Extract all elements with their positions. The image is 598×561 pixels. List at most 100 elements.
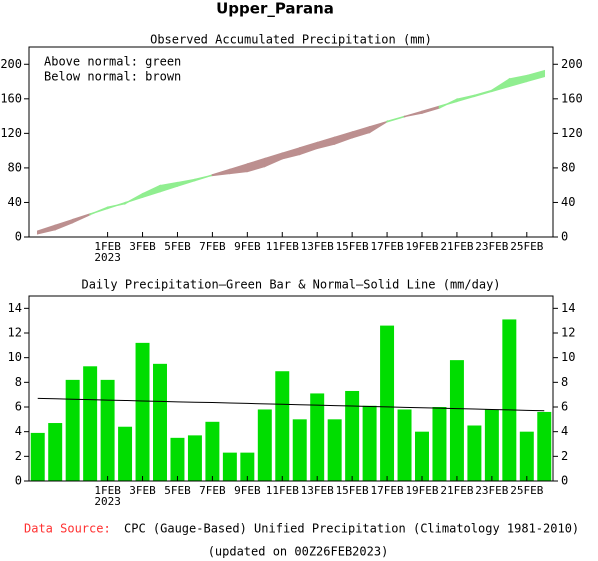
y-tick-label: 10: [561, 350, 575, 364]
x-tick-label: 1FEB: [94, 484, 121, 497]
anomaly-area: [229, 163, 249, 175]
anomaly-area: [456, 94, 476, 103]
x-tick-label: 15FEB: [336, 240, 369, 253]
bar: [397, 409, 412, 481]
annotation: Below normal: brown: [44, 70, 181, 84]
bar: [537, 411, 552, 481]
chart-title: Observed Accumulated Precipitation (mm): [150, 33, 432, 47]
annotation: Above normal: green: [44, 55, 181, 69]
y-tick-label: 6: [15, 400, 22, 414]
anomaly-area: [351, 125, 371, 139]
bar: [100, 379, 115, 481]
y-tick-label: 12: [8, 326, 22, 340]
anomaly-area: [36, 224, 56, 235]
bar: [327, 419, 342, 481]
anomaly-area: [159, 181, 179, 193]
x-tick-label: 9FEB: [234, 240, 261, 253]
bar: [65, 379, 80, 481]
x-tick-label: 13FEB: [301, 240, 334, 253]
y-tick-label: 0: [15, 230, 22, 244]
bar: [484, 409, 499, 481]
y-tick-label: 10: [8, 350, 22, 364]
y-tick-label: 160: [561, 91, 583, 105]
x-tick-label: 19FEB: [405, 484, 438, 497]
y-tick-label: 12: [561, 326, 575, 340]
bar: [48, 423, 63, 481]
x-tick-label: 13FEB: [301, 484, 334, 497]
y-tick-label: 80: [561, 160, 575, 174]
x-tick-label: 23FEB: [475, 484, 508, 497]
x-tick-label: 11FEB: [266, 240, 299, 253]
anomaly-area: [176, 178, 196, 188]
anomaly-area: [421, 105, 441, 114]
x-tick-label: 17FEB: [371, 240, 404, 253]
y-tick-label: 120: [0, 126, 22, 140]
x-tick-label: 5FEB: [164, 484, 191, 497]
plot-frame: [28, 295, 554, 482]
y-tick-label: 0: [561, 230, 568, 244]
y-tick-label: 200: [561, 57, 583, 71]
bar: [467, 425, 482, 481]
x-tick-label: 5FEB: [164, 240, 191, 253]
source-label: Data Source:: [24, 522, 111, 536]
x-tick-label: 23FEB: [475, 240, 508, 253]
updated: (updated on 00Z26FEB2023): [208, 545, 389, 559]
x-tick-label: 9FEB: [234, 484, 261, 497]
y-tick-label: 120: [561, 126, 583, 140]
y-tick-label: 6: [561, 400, 568, 414]
anomaly-area: [403, 110, 423, 118]
y-tick-label: 200: [0, 57, 22, 71]
y-tick-label: 14: [561, 301, 575, 315]
bar: [519, 431, 534, 481]
y-tick-label: 2: [561, 449, 568, 463]
anomaly-area: [316, 136, 336, 150]
y-tick-label: 4: [561, 424, 568, 438]
anomaly-area: [368, 120, 388, 134]
x-tick-label: 21FEB: [440, 484, 473, 497]
source: CPC (Gauge-Based) Unified Precipitation …: [124, 522, 579, 536]
anomaly-area: [298, 141, 318, 156]
x-tick-label: 11FEB: [266, 484, 299, 497]
y-tick-label: 0: [15, 474, 22, 488]
bar: [83, 366, 98, 481]
bar: [380, 325, 395, 481]
x-tick-label: 15FEB: [336, 484, 369, 497]
page-title: Upper_Parana: [216, 0, 334, 18]
anomaly-area: [124, 192, 144, 205]
anomaly-area: [438, 98, 458, 109]
y-tick-label: 160: [0, 91, 22, 105]
bar: [415, 431, 429, 481]
y-tick-label: 4: [15, 424, 22, 438]
bar: [449, 360, 464, 481]
bar: [153, 363, 167, 481]
y-tick-label: 0: [561, 474, 568, 488]
x-sublabel: 2023: [94, 495, 121, 508]
bar: [275, 371, 290, 481]
x-tick-label: 19FEB: [405, 240, 438, 253]
anomaly-area: [526, 69, 546, 83]
y-tick-label: 14: [8, 301, 22, 315]
bar: [292, 419, 307, 481]
y-tick-label: 2: [15, 449, 22, 463]
bar: [205, 421, 220, 481]
anomaly-area: [281, 146, 301, 160]
bar: [222, 452, 237, 481]
bar: [118, 426, 133, 481]
bar: [502, 319, 517, 481]
x-tick-label: 7FEB: [199, 240, 226, 253]
x-tick-label: 3FEB: [129, 484, 156, 497]
bar: [257, 409, 272, 481]
bar: [240, 452, 255, 481]
anomaly-area: [71, 212, 91, 224]
bar: [310, 393, 325, 481]
anomaly-area: [194, 173, 214, 182]
y-tick-label: 8: [15, 375, 22, 389]
chart-title: Daily Precipitation—Green Bar & Normal—S…: [81, 278, 500, 292]
bar: [362, 405, 377, 481]
anomaly-area: [386, 115, 406, 123]
anomaly-area: [106, 201, 126, 210]
anomaly-area: [264, 152, 284, 168]
y-tick-label: 80: [8, 160, 22, 174]
bar: [432, 407, 447, 481]
anomaly-area: [54, 218, 74, 231]
